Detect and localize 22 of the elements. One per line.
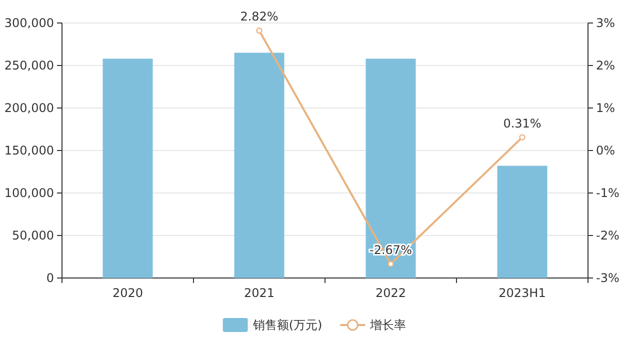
legend-label: 销售额(万元) [252,318,322,332]
ytick: 250,000 [4,58,54,72]
label: 2.82% [240,10,278,24]
y2tick: 2% [596,58,616,72]
xtick: 2020 [112,286,144,300]
xtick: 2021 [244,286,275,300]
y2tick: 1% [596,101,616,115]
ytick: 200,000 [4,101,54,115]
y2tick: -1% [596,186,620,200]
y2tick: -3% [596,271,620,285]
ytick: 300,000 [4,16,54,30]
label: 0.31% [503,116,542,130]
y2tick: 3% [596,16,616,30]
xtick: 2022 [375,286,406,300]
ytick: 100,000 [4,186,54,200]
xtick: 2023H1 [498,286,546,300]
y2tick: -2% [596,228,620,242]
legend-label: 增长率 [369,318,406,332]
ytick: 50,000 [12,228,54,242]
ytick: 150,000 [4,144,54,158]
ytick: 0 [46,271,54,285]
y2tick: 0% [596,144,616,158]
